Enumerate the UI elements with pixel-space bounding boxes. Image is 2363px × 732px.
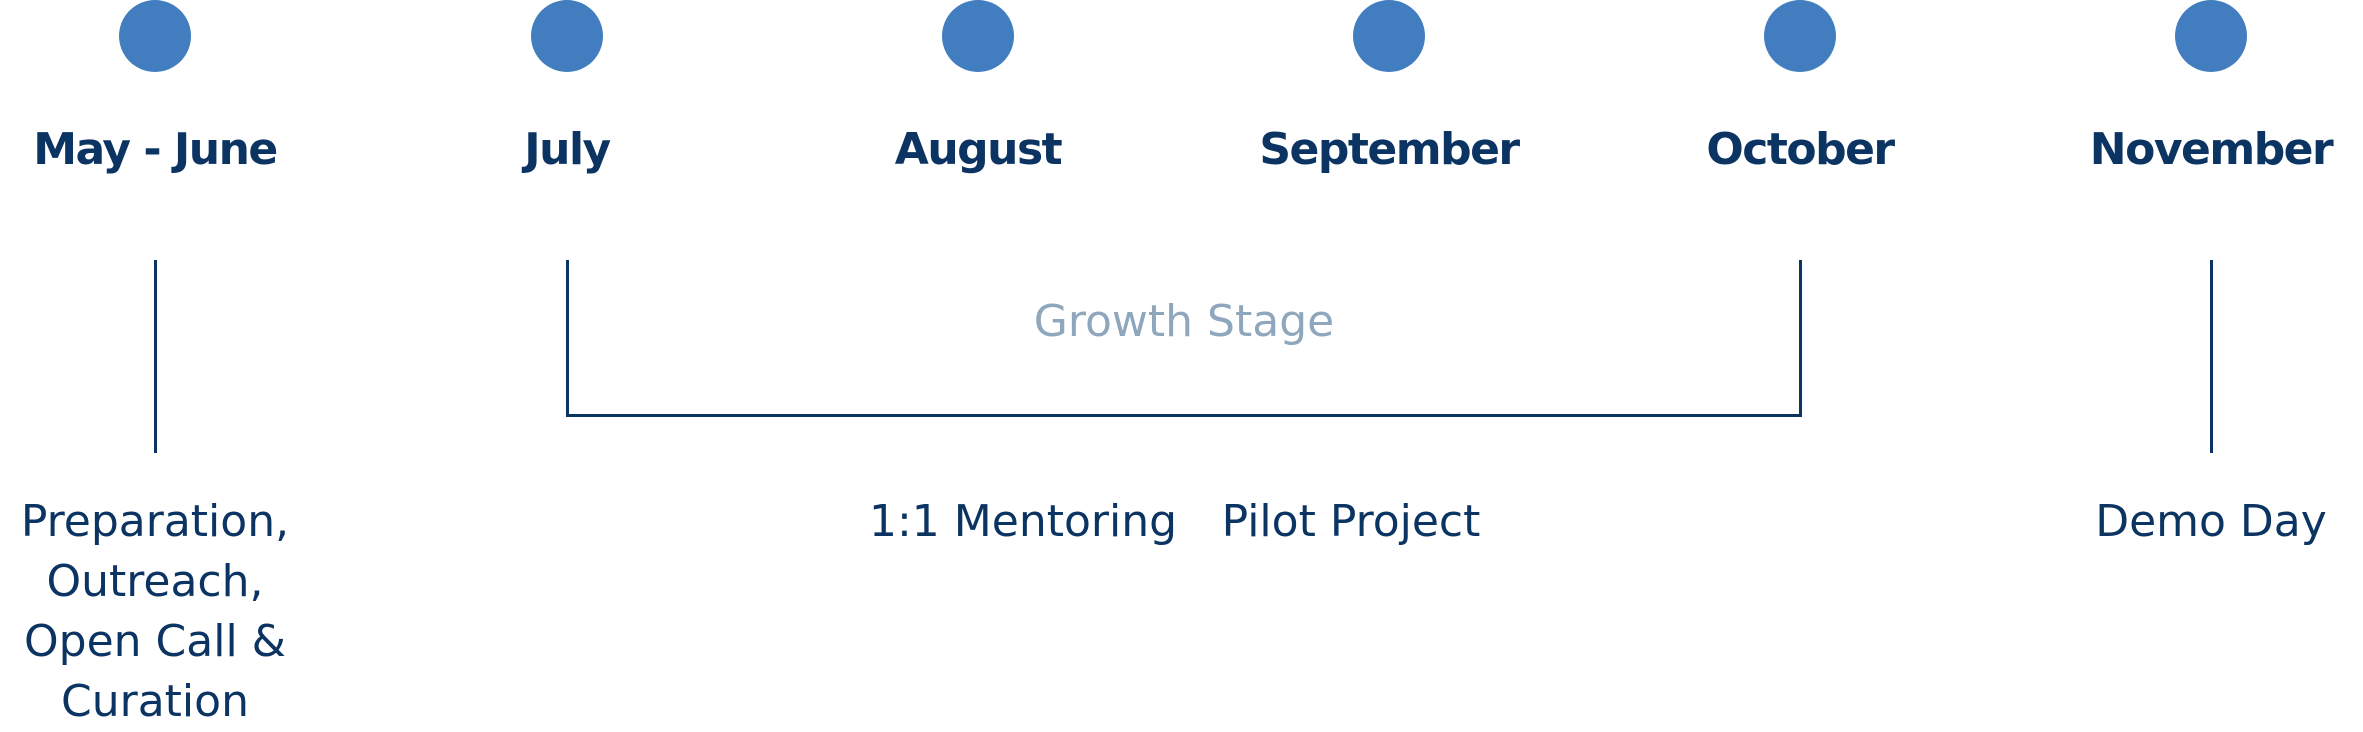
milestone-dot-september <box>1353 0 1425 72</box>
activity-pilot-project: Pilot Project <box>1221 496 1481 547</box>
stage-bracket-right <box>1799 260 1802 417</box>
activity-mentoring: 1:1 Mentoring <box>868 496 1178 547</box>
month-label-may-june: May - June <box>33 124 278 175</box>
month-label-october: October <box>1706 124 1895 175</box>
milestone-dot-november <box>2175 0 2247 72</box>
month-label-september: September <box>1259 124 1520 175</box>
milestone-dot-july <box>531 0 603 72</box>
stage-bracket-left <box>566 260 569 417</box>
connector-line-november <box>2210 260 2213 453</box>
connector-line-may-june <box>154 260 157 453</box>
activity-preparation: Preparation, Outreach, Open Call & Curat… <box>20 496 290 727</box>
stage-bracket-bottom <box>566 414 1801 417</box>
milestone-dot-august <box>942 0 1014 72</box>
activity-demo-day: Demo Day <box>2095 496 2327 547</box>
milestone-dot-october <box>1764 0 1836 72</box>
month-label-july: July <box>524 124 611 175</box>
milestone-dot-may-june <box>119 0 191 72</box>
month-label-august: August <box>894 124 1063 175</box>
month-label-november: November <box>2089 124 2334 175</box>
stage-label-growth: Growth Stage <box>1033 296 1335 347</box>
